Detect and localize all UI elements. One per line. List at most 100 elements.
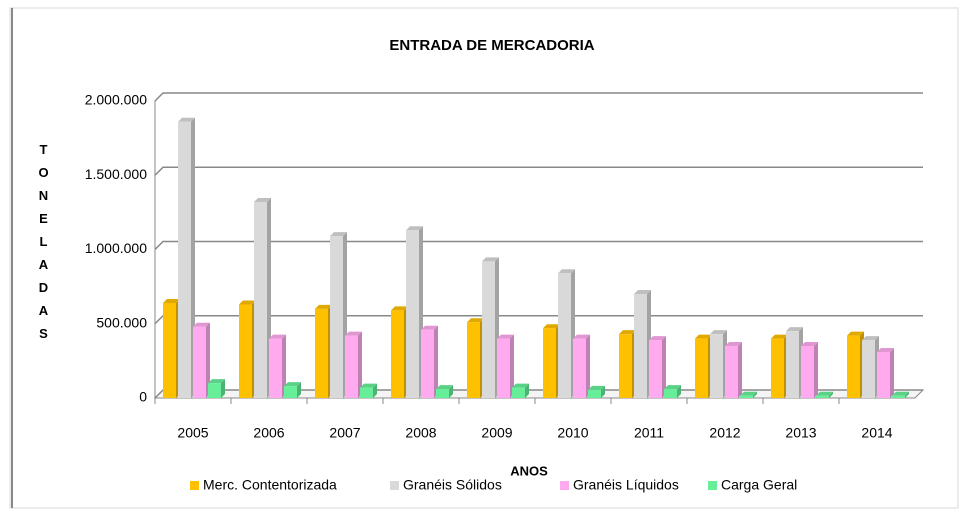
bar — [573, 338, 586, 398]
bar-side — [586, 334, 590, 398]
bar-top — [208, 379, 225, 384]
bar — [391, 310, 404, 398]
bar-top — [771, 334, 788, 339]
x-tick-label: 2011 — [634, 425, 664, 441]
legend-swatch — [560, 481, 569, 490]
bar-top — [695, 334, 712, 339]
bar — [208, 383, 221, 398]
bar-side — [282, 334, 286, 398]
bar-side — [814, 342, 818, 398]
y-tick-label: 2.000.000 — [85, 92, 147, 108]
bar — [482, 261, 495, 398]
bar-top — [284, 382, 301, 387]
bar — [649, 340, 662, 398]
bar — [588, 389, 601, 398]
bar-top — [847, 331, 864, 336]
bar-side — [358, 331, 362, 398]
bar-top — [573, 334, 590, 339]
legend-label: Carga Geral — [721, 477, 797, 493]
bar-top — [725, 342, 742, 347]
bar — [467, 322, 480, 398]
bar — [543, 328, 556, 398]
bar-side — [829, 391, 833, 398]
bar — [816, 395, 829, 398]
y-tick-label: 0 — [139, 389, 147, 405]
legend-label: Merc. Contentorizada — [203, 477, 337, 493]
y-axis-title: TONELADAS — [36, 142, 51, 349]
bar-side — [890, 347, 894, 398]
bar-top — [345, 331, 362, 336]
chart-title: ENTRADA DE MERCADORIA — [389, 37, 594, 54]
legend-swatch — [708, 481, 717, 490]
legend-swatch — [390, 481, 399, 490]
bar — [877, 351, 890, 398]
bar-top — [436, 385, 453, 390]
x-tick-label: 2008 — [405, 425, 436, 441]
bar — [406, 230, 419, 398]
x-tick-label: 2012 — [709, 425, 740, 441]
bar — [330, 236, 343, 398]
x-tick-label: 2007 — [329, 425, 360, 441]
bar-side — [601, 385, 605, 398]
bar-side — [297, 382, 301, 398]
x-tick-label: 2009 — [481, 425, 512, 441]
y-tick-label: 1.500.000 — [85, 166, 147, 182]
bar-top — [816, 391, 833, 396]
bar-top — [588, 385, 605, 390]
bar-top — [482, 257, 499, 262]
bar — [771, 338, 784, 398]
x-tick-label: 2013 — [785, 425, 816, 441]
bar-top — [193, 322, 210, 327]
bar — [497, 338, 510, 398]
grid-line — [154, 166, 923, 176]
bar — [421, 329, 434, 398]
legend-label: Granéis Sólidos — [403, 477, 502, 493]
bar-top — [315, 304, 332, 309]
bar — [740, 395, 753, 398]
bar — [634, 294, 647, 398]
bar — [512, 387, 525, 398]
bar — [345, 335, 358, 398]
x-tick-label: 2010 — [557, 425, 588, 441]
bar — [619, 334, 632, 398]
bar-side — [738, 342, 742, 398]
bar-side — [677, 385, 681, 398]
bar-side — [206, 322, 210, 398]
x-tick-label: 2006 — [253, 425, 284, 441]
bar — [558, 273, 571, 398]
bar — [239, 304, 252, 398]
grid-line — [154, 92, 923, 102]
bar-side — [434, 325, 438, 398]
legend-label: Granéis Líquidos — [573, 477, 679, 493]
bar-side — [221, 379, 225, 398]
x-tick-label: 2014 — [861, 425, 892, 441]
bar-top — [877, 347, 894, 352]
x-axis-title: ANOS — [510, 463, 548, 478]
bar-top — [619, 330, 636, 335]
y-tick-label: 500.000 — [96, 314, 147, 330]
bar-top — [269, 334, 286, 339]
bar-top — [558, 269, 575, 274]
bar-top — [862, 336, 879, 341]
bar-top — [467, 318, 484, 323]
bar-side — [525, 383, 529, 398]
bar — [786, 331, 799, 398]
bar — [193, 326, 206, 398]
bar-side — [753, 391, 757, 398]
bar-side — [510, 334, 514, 398]
bar — [801, 346, 814, 398]
bar — [163, 302, 176, 398]
bar — [436, 389, 449, 398]
bar-top — [360, 383, 377, 388]
bar — [360, 387, 373, 398]
bar-side — [905, 391, 909, 398]
bar — [315, 308, 328, 398]
bar-top — [163, 298, 180, 303]
bar-top — [649, 336, 666, 341]
bar-top — [239, 300, 256, 305]
bar-top — [664, 385, 681, 390]
chart-frame — [9, 7, 959, 509]
bar-top — [497, 334, 514, 339]
bar — [862, 340, 875, 398]
legend-swatch — [190, 481, 199, 490]
